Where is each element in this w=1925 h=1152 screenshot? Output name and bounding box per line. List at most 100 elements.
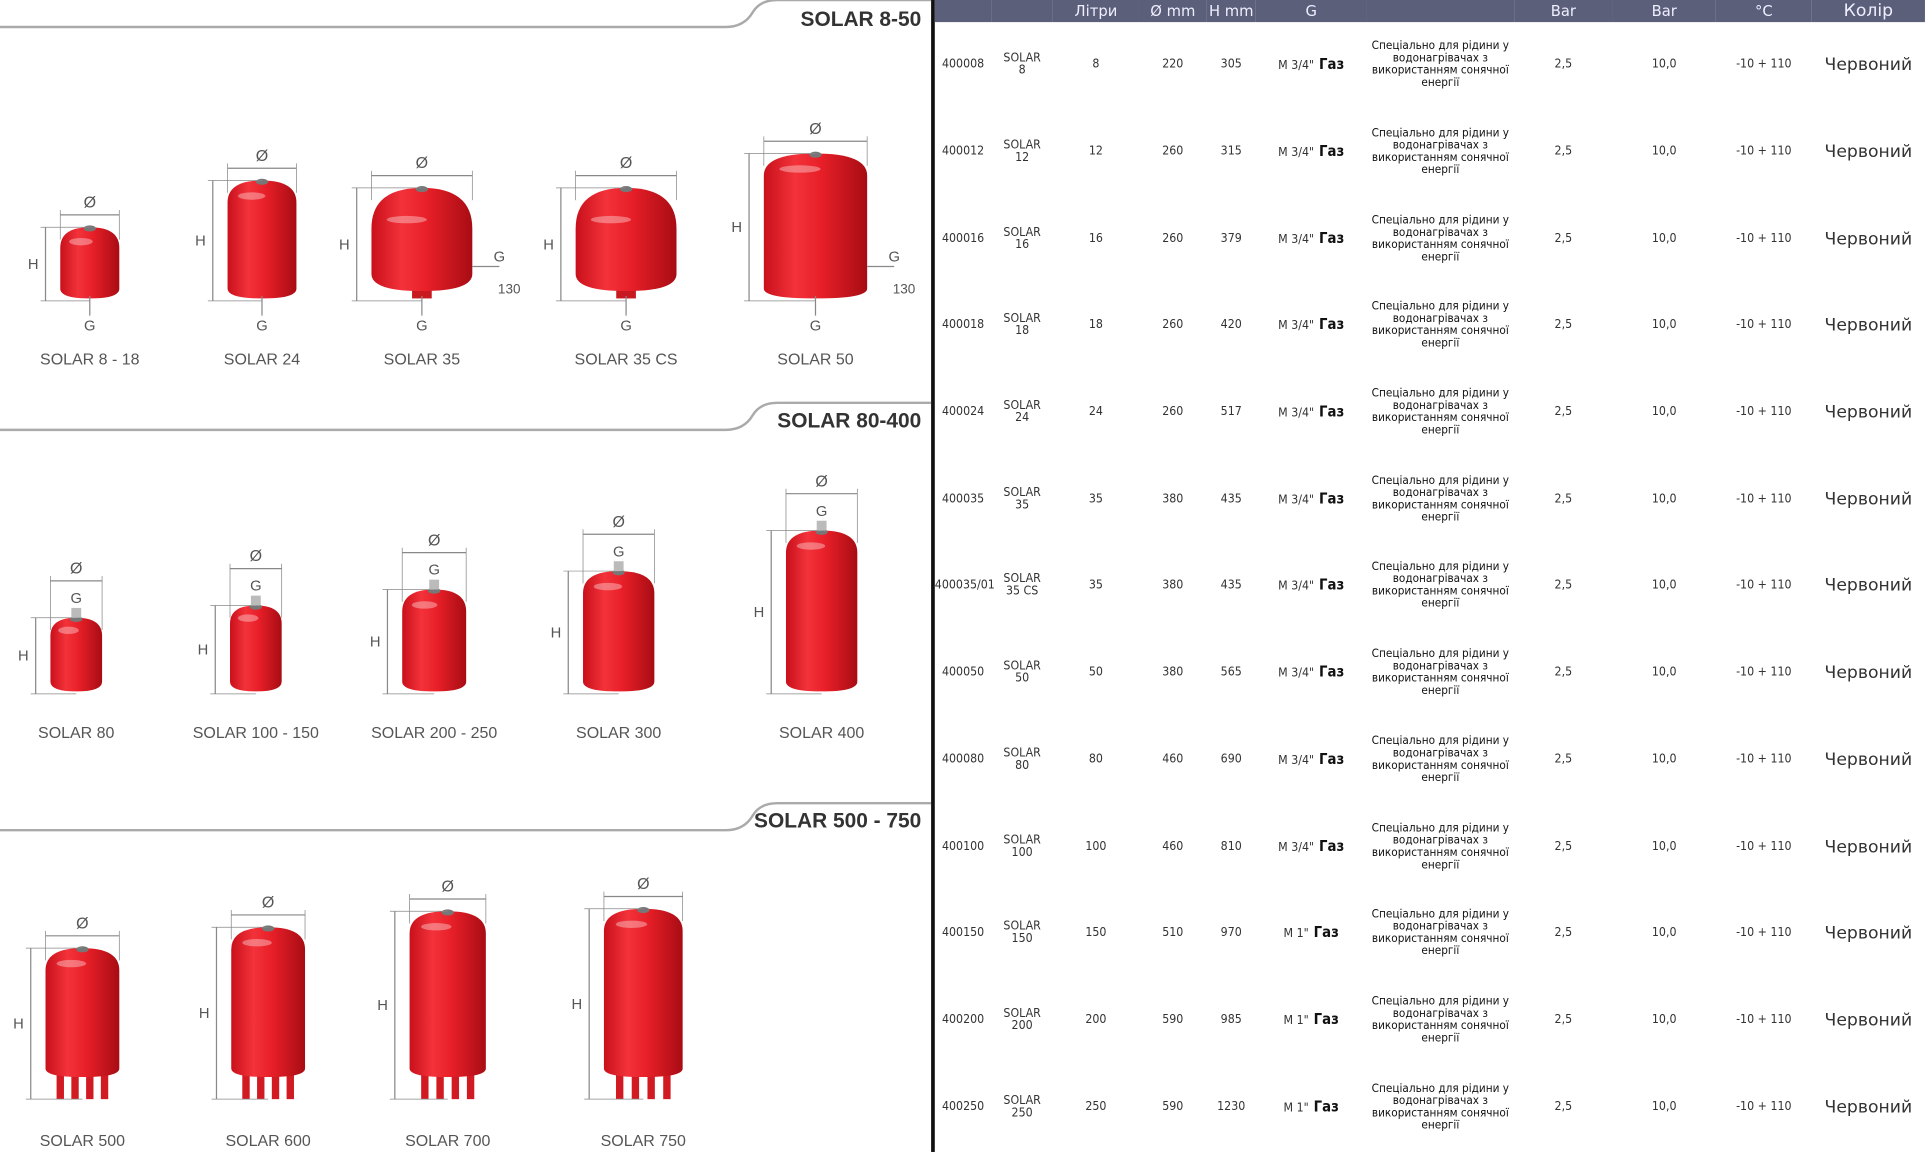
gas: Газ xyxy=(1319,489,1345,507)
dim-connection: G xyxy=(416,318,427,334)
dim-diameter: Ø xyxy=(256,148,268,165)
cell-temperature: -10 + 110 xyxy=(1736,492,1792,506)
cell-max-pressure: 10,0 xyxy=(1651,405,1677,419)
tank-leg xyxy=(271,1072,280,1100)
cell-temperature: -10 + 110 xyxy=(1736,1013,1792,1027)
gas: Газ xyxy=(1319,663,1345,681)
thread: M 3/4" xyxy=(1278,580,1315,594)
thread: M 3/4" xyxy=(1278,493,1315,507)
cell-diameter: 260 xyxy=(1162,405,1184,419)
gas: Газ xyxy=(1319,142,1345,160)
tank-valve xyxy=(76,946,89,953)
cell-precharge: 2,5 xyxy=(1554,318,1573,333)
thread: M 3/4" xyxy=(1278,59,1315,73)
dim-diameter: Ø xyxy=(620,155,632,172)
product-label: SOLAR 100 - 150 xyxy=(193,725,319,742)
cell-diameter: 460 xyxy=(1162,752,1184,767)
tank-leg xyxy=(647,1072,655,1100)
cell-model: SOLAR 80 xyxy=(1003,746,1041,773)
tank-valve xyxy=(441,909,454,916)
cell-model: SOLAR 200 xyxy=(1003,1006,1041,1033)
cell-model: SOLAR 12 xyxy=(1003,138,1041,165)
cell-height: 315 xyxy=(1220,144,1242,159)
cell-diameter: 510 xyxy=(1162,926,1184,940)
gas: Газ xyxy=(1319,836,1345,855)
tank-leg xyxy=(451,1072,460,1100)
tank-body xyxy=(230,605,282,692)
cell-diameter: 380 xyxy=(1162,579,1184,593)
product: Ø H G xyxy=(198,548,283,695)
tank-shine xyxy=(411,601,438,609)
cell-precharge: 2,5 xyxy=(1554,839,1573,853)
table-row: 400100 SOLAR 100 100 460 810 M 3/4" Газ Спеціал… xyxy=(935,803,1925,890)
tank-shine xyxy=(242,939,272,947)
cell-g: M 3/4" Газ xyxy=(1256,630,1367,717)
tank-leg xyxy=(257,1072,265,1100)
cell-g: M 3/4" Газ xyxy=(1256,109,1367,196)
dim-offset: 130 xyxy=(893,282,916,297)
dim-diameter: Ø xyxy=(76,915,88,932)
section-rule xyxy=(0,801,932,832)
header-cell xyxy=(934,0,992,23)
product: Ø H G xyxy=(543,155,677,334)
product: Ø H G G 130 xyxy=(339,155,520,334)
cell-g: M 3/4" Газ xyxy=(1256,22,1367,109)
dim-diameter: Ø xyxy=(416,155,428,172)
cell-color: Червоний xyxy=(1824,663,1913,684)
cell-color: Червоний xyxy=(1824,489,1913,510)
product: ØH xyxy=(572,876,684,1100)
tank-leg xyxy=(421,1072,429,1100)
cell-g: M 3/4" Газ xyxy=(1256,283,1367,370)
product: Ø H G xyxy=(754,473,858,695)
cell-diameter: 590 xyxy=(1162,1099,1184,1114)
cell-code: 400250 xyxy=(941,1099,985,1114)
cell-description: Спеціально для рідини у водонагрівачах з… xyxy=(1371,560,1510,611)
product: ØH xyxy=(13,915,120,1100)
cell-g: M 1" Газ xyxy=(1256,890,1367,977)
dim-connection: G xyxy=(71,591,82,607)
dim-diameter: Ø xyxy=(815,473,827,490)
tank-valve xyxy=(261,925,275,932)
dim-connection: G xyxy=(810,318,821,334)
dim-connection-side: G xyxy=(494,250,505,266)
dim-connection: G xyxy=(428,563,439,579)
cell-model: SOLAR 100 xyxy=(1003,833,1041,860)
header-cell: Ø mm xyxy=(1138,0,1207,23)
tank-leg xyxy=(71,1072,79,1100)
tank-leg xyxy=(436,1072,444,1100)
dim-diameter: Ø xyxy=(84,195,96,212)
cell-code: 400018 xyxy=(941,318,985,333)
cell-g: M 3/4" Газ xyxy=(1256,717,1367,804)
cell-description: Спеціально для рідини у водонагрівачах з… xyxy=(1371,734,1510,785)
cell-model: SOLAR 35 CS xyxy=(1003,572,1041,599)
cell-height: 810 xyxy=(1220,839,1242,853)
spec-table: Літри Ø mm H mm G Bar Bar °C Колір 40000… xyxy=(934,0,1925,1151)
cell-diameter: 260 xyxy=(1162,144,1184,159)
tank-body xyxy=(575,187,677,292)
cell-color: Червоний xyxy=(1824,316,1913,336)
product-label: SOLAR 35 CS xyxy=(575,352,678,369)
tank-leg xyxy=(242,1072,250,1100)
cell-diameter: 380 xyxy=(1162,665,1184,680)
cell-g: M 3/4" Газ xyxy=(1256,803,1367,890)
tank-body xyxy=(409,911,486,1078)
cell-diameter: 590 xyxy=(1162,1013,1184,1027)
tank-shine xyxy=(56,959,87,968)
cell-diameter: 380 xyxy=(1162,492,1184,506)
cell-description: Спеціально для рідини у водонагрівачах з… xyxy=(1371,39,1510,91)
cell-color: Червоний xyxy=(1824,836,1913,857)
cell-temperature: -10 + 110 xyxy=(1736,58,1792,72)
cell-precharge: 2,5 xyxy=(1554,144,1573,159)
dim-height: H xyxy=(754,605,765,621)
cell-liters: 50 xyxy=(1088,665,1103,680)
thread: M 3/4" xyxy=(1278,406,1315,421)
cell-code: 400200 xyxy=(941,1013,985,1027)
cell-description: Спеціально для рідини у водонагрівачах з… xyxy=(1371,213,1510,264)
thread: M 1" xyxy=(1283,1101,1309,1115)
header-cell: Літри xyxy=(1052,0,1139,23)
cell-color: Червоний xyxy=(1824,1010,1913,1031)
tank-shine xyxy=(58,626,79,635)
header-row: Літри Ø mm H mm G Bar Bar °C Колір xyxy=(934,0,1925,23)
